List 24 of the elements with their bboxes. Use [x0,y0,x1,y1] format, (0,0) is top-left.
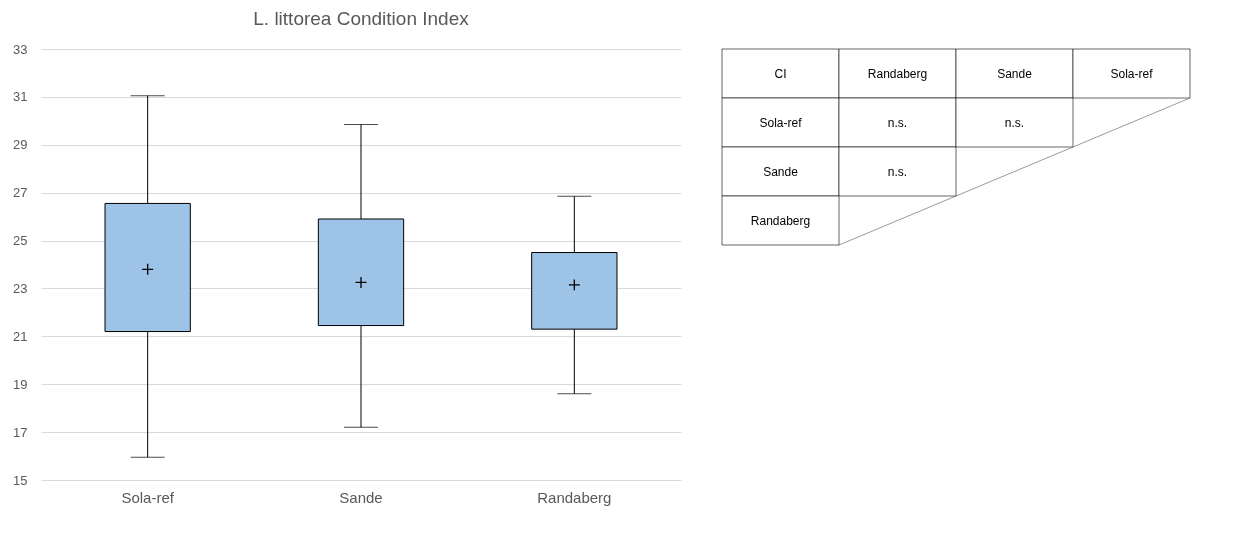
text: n.s. [887,115,908,130]
category-label: Randaberg [750,213,811,228]
category-label: Sola-ref [759,115,802,130]
category-label: Randaberg [867,66,928,81]
y-tick-label: 23 [13,280,28,296]
y-tick-label: 27 [13,185,28,201]
category-label: Sande [997,66,1033,81]
y-tick-label: 29 [13,137,28,153]
category-label: Sande [763,164,798,179]
y-tick-label: 19 [13,376,28,392]
x-tick-label: Sola-ref [121,488,175,506]
y-tick-label: 33 [13,41,28,57]
x-tick-label: Randaberg [537,488,612,506]
y-tick-label: 15 [13,472,28,488]
text: n.s. [1004,115,1025,130]
chart-title: L. littorea Condition Index [253,8,470,29]
y-tick-label: 21 [13,328,28,344]
text: n.s. [887,164,908,179]
x-tick-label: Sande [339,488,383,506]
category-label: Sola-ref [1110,66,1154,81]
y-tick-label: 31 [13,89,28,105]
y-tick-label: 17 [13,424,28,440]
y-tick-label: 25 [13,233,28,249]
text: CI [774,66,787,81]
